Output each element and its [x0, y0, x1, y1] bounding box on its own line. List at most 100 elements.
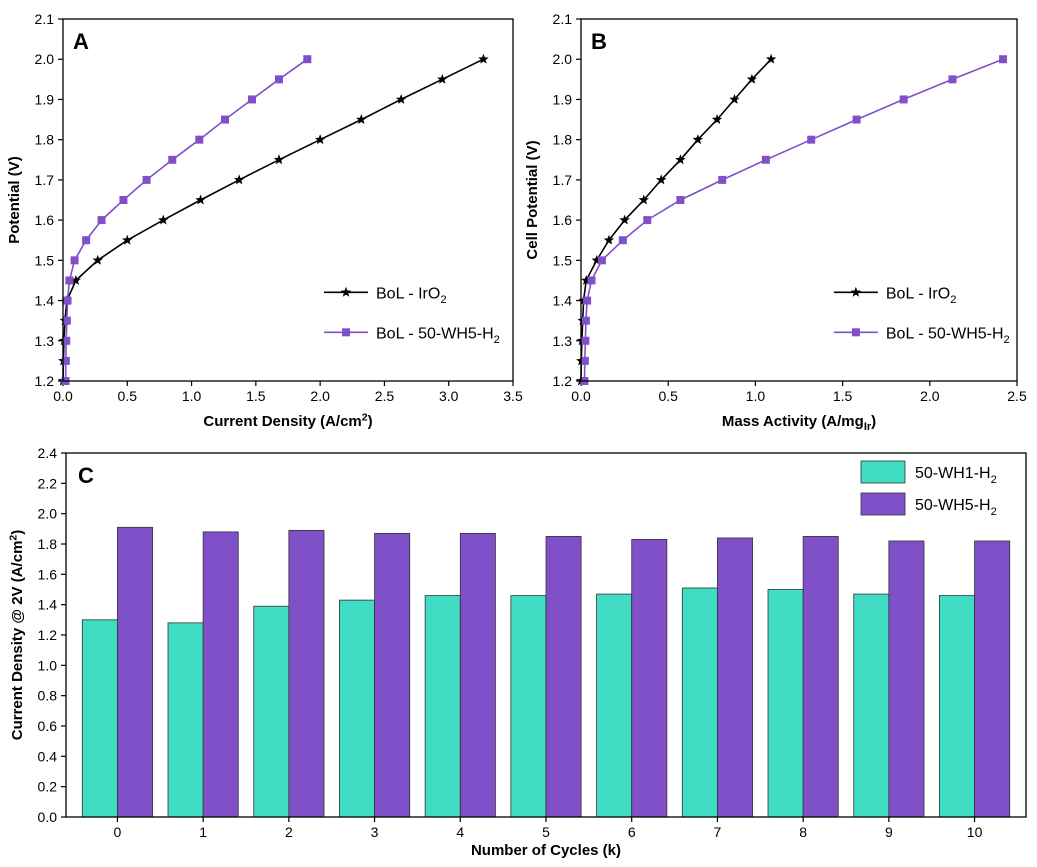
- bar-1: [459, 532, 496, 818]
- y-tick-label: 2.0: [35, 51, 55, 67]
- bar-0: [339, 599, 375, 818]
- data-point: [692, 134, 704, 145]
- bar-1: [202, 531, 239, 818]
- bar-1: [374, 532, 411, 818]
- y-tick-label: 1.0: [38, 657, 58, 673]
- y-tick-label: 2.0: [38, 506, 58, 522]
- data-point: [275, 75, 283, 84]
- bar-0: [767, 589, 804, 818]
- data-point: [765, 53, 777, 64]
- data-point: [618, 236, 627, 245]
- data-point: [729, 93, 740, 104]
- bar-0: [167, 622, 204, 818]
- bar-1: [888, 540, 925, 818]
- x-tick-label: 3.0: [439, 388, 459, 404]
- data-point: [97, 216, 106, 225]
- y-tick-label: 1.4: [35, 293, 55, 309]
- y-tick-label: 1.7: [553, 172, 573, 188]
- x-axis-title: Current Density (A/cm2​): [203, 411, 372, 430]
- y-tick-label: 1.6: [35, 212, 55, 228]
- y-tick-label: 2.1: [35, 11, 55, 27]
- y-tick-label: 1.8: [553, 132, 573, 148]
- y-tick-label: 1.7: [35, 172, 55, 188]
- panel-label: C: [78, 463, 94, 488]
- x-tick-label: 6: [628, 824, 636, 840]
- x-tick-label: 2.5: [375, 388, 395, 404]
- series-line-0: [580, 58, 772, 382]
- x-tick-label: 0.0: [53, 388, 73, 404]
- legend-marker: [342, 328, 350, 337]
- data-point: [581, 274, 592, 285]
- data-point: [63, 296, 72, 305]
- data-point: [655, 174, 667, 185]
- y-axis-title: Potential (V): [6, 156, 23, 244]
- data-point: [233, 174, 245, 185]
- panel-c: 0.0 0.2 0.4 0.6 0.8 1.0 1.2 1.4 1.6 1.8 2.0 2.2 2.4 0…: [7, 445, 1027, 859]
- data-point: [248, 95, 256, 104]
- bar-1: [288, 529, 325, 818]
- data-point: [65, 276, 74, 285]
- y-tick-label: 1.9: [35, 91, 55, 107]
- y-axis-title: Current Density @ 2V (A/cm2​): [7, 530, 26, 741]
- data-point: [597, 256, 606, 265]
- x-tick-label: 2.0: [310, 388, 330, 404]
- bar-0: [81, 619, 118, 818]
- data-point: [195, 194, 206, 205]
- y-axis-title: Cell Potential (V): [524, 140, 541, 259]
- data-point: [852, 115, 861, 124]
- data-point: [746, 73, 758, 84]
- data-point: [303, 55, 312, 64]
- data-point: [591, 254, 602, 265]
- y-tick-label: 2.1: [553, 11, 573, 27]
- panel-label: A: [73, 29, 89, 54]
- bar-0: [253, 605, 290, 818]
- data-point: [122, 234, 133, 245]
- data-point: [675, 154, 686, 165]
- y-tick-label: 2.0: [553, 51, 573, 67]
- data-point: [168, 155, 177, 164]
- y-tick-label: 1.3: [553, 333, 573, 349]
- y-tick-label: 1.6: [553, 212, 573, 228]
- x-tick-label: 0.5: [118, 388, 138, 404]
- bar-0: [510, 595, 547, 818]
- legend-label: BoL - 50-WH5-H2​: [376, 325, 500, 346]
- data-point: [643, 216, 652, 225]
- y-tick-label: 1.2: [553, 373, 573, 389]
- x-tick-label: 0.5: [658, 388, 678, 404]
- data-point: [195, 135, 204, 144]
- data-point: [82, 236, 91, 245]
- x-tick-label: 4: [456, 824, 464, 840]
- legend-swatch: [860, 460, 906, 484]
- data-point: [62, 316, 71, 325]
- y-tick-label: 1.8: [35, 132, 55, 148]
- y-tick-label: 1.9: [553, 91, 573, 107]
- data-point: [619, 214, 630, 225]
- y-tick-label: 1.6: [38, 566, 58, 582]
- x-tick-label: 3: [371, 824, 379, 840]
- y-tick-label: 1.5: [35, 252, 55, 268]
- data-point: [70, 274, 82, 285]
- data-point: [580, 356, 589, 365]
- x-tick-label: 0.0: [571, 388, 591, 404]
- x-tick-label: 1.0: [746, 388, 766, 404]
- x-tick-label: 2.0: [920, 388, 940, 404]
- legend-label: BoL - IrO2​: [886, 285, 957, 306]
- x-tick-label: 1.0: [182, 388, 202, 404]
- x-tick-label: 8: [799, 824, 807, 840]
- x-axis-title: Mass Activity (A/mgIr): [722, 413, 876, 433]
- y-tick-label: 0.4: [38, 748, 58, 764]
- y-tick-label: 0.6: [38, 718, 58, 734]
- data-point: [478, 53, 489, 64]
- bar-0: [853, 593, 890, 818]
- bar-1: [802, 536, 839, 818]
- legend-label: BoL - 50-WH5-H2​: [886, 325, 1010, 346]
- legend-marker: [851, 328, 860, 337]
- data-point: [62, 336, 71, 345]
- x-tick-label: 1.5: [833, 388, 853, 404]
- data-point: [273, 154, 285, 165]
- y-tick-label: 1.2: [38, 627, 58, 643]
- x-tick-label: 2.5: [1007, 388, 1027, 404]
- bar-0: [939, 595, 975, 818]
- x-tick-label: 9: [885, 824, 893, 840]
